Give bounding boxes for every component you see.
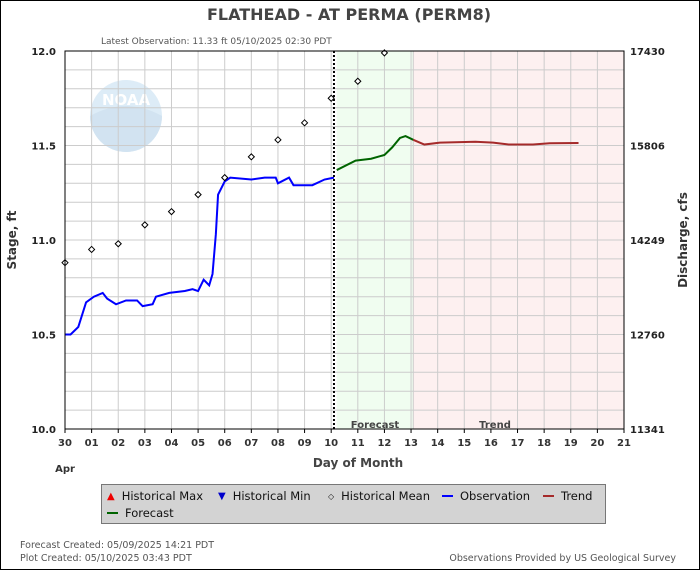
- legend-hist-min: ▼ Historical Min: [218, 489, 311, 503]
- line-swatch-icon: [442, 495, 453, 497]
- observation-line: [65, 176, 335, 336]
- y2-tick-label: 12760: [630, 331, 665, 342]
- legend-trend: Trend: [543, 489, 592, 503]
- y2-tick-label: 15806: [630, 142, 665, 153]
- line-swatch-icon: [543, 495, 554, 497]
- legend-label: Forecast: [125, 506, 174, 520]
- historical-mean-point: [247, 153, 256, 161]
- legend-label: Historical Mean: [341, 489, 431, 503]
- y2-tick-label: 14249: [630, 236, 665, 247]
- x-tick-label: 20: [590, 438, 604, 449]
- x-tick-label: 06: [218, 438, 232, 449]
- historical-mean-point: [300, 119, 309, 127]
- y-tick-label: 11.5: [31, 142, 56, 153]
- historical-mean-point: [354, 77, 362, 85]
- historical-mean-point: [194, 190, 202, 199]
- forecast-created: Forecast Created: 05/09/2025 14:21 PDT: [20, 540, 215, 551]
- legend-label: Historical Min: [232, 489, 311, 503]
- x-tick-label: 17: [511, 438, 525, 449]
- historical-mean-point: [114, 240, 122, 248]
- legend-label: Trend: [561, 489, 593, 503]
- y-tick-label: 10.5: [31, 331, 56, 342]
- x-tick-label: 10: [324, 438, 338, 449]
- legend: ▲ Historical Max ▼ Historical Min ◇ Histori…: [101, 484, 606, 524]
- x-axis-label: Day of Month: [313, 456, 403, 470]
- diamond-icon: ◇: [328, 491, 335, 501]
- y-tick-label: 10.0: [31, 425, 56, 436]
- x-tick-label: 09: [298, 438, 312, 449]
- x-tick-label: 05: [191, 438, 205, 449]
- x-tick-label: 04: [165, 438, 179, 449]
- x-tick-label: 13: [404, 438, 418, 449]
- x-tick-label: 02: [111, 438, 125, 449]
- x-tick-label: 21: [617, 438, 631, 449]
- triangle-up-icon: ▲: [107, 490, 115, 502]
- logo-text: NOAA: [102, 91, 151, 109]
- triangle-down-icon: ▼: [218, 490, 226, 502]
- historical-mean-point: [327, 94, 335, 102]
- line-swatch-icon: [107, 512, 118, 514]
- forecast-line: [336, 134, 414, 171]
- legend-forecast: Forecast: [107, 506, 174, 520]
- x-tick-label: 03: [138, 438, 152, 449]
- x-tick-label: 08: [271, 438, 285, 449]
- historical-mean-point: [141, 221, 149, 229]
- latest-observation: Latest Observation: 11.33 ft 05/10/2025 …: [101, 37, 332, 47]
- x-tick-label: 15: [457, 438, 471, 449]
- historical-mean-point: [87, 245, 96, 254]
- x-tick-label: 19: [564, 438, 578, 449]
- x-tick-label: 11: [351, 438, 365, 449]
- y-tick-label: 12.0: [31, 47, 56, 58]
- legend-label: Historical Max: [121, 489, 204, 503]
- y2-tick-label: 11341: [630, 425, 665, 436]
- y2-axis-label: Discharge, cfs: [676, 192, 690, 288]
- trend-region-label: Trend: [479, 420, 511, 431]
- plot-created: Plot Created: 05/10/2025 03:43 PDT: [20, 553, 192, 564]
- y-tick-label: 11.0: [31, 236, 56, 247]
- y-axis-label: Stage, ft: [5, 210, 19, 269]
- x-tick-label: 01: [85, 438, 99, 449]
- noaa-logo-watermark: NOAA: [90, 80, 162, 152]
- legend-hist-max: ▲ Historical Max: [107, 489, 203, 503]
- historical-mean-point: [274, 136, 282, 144]
- x-tick-label: 30: [58, 438, 72, 449]
- x-month-label: Apr: [55, 464, 75, 475]
- x-tick-label: 18: [537, 438, 551, 449]
- legend-label: Observation: [460, 489, 531, 503]
- historical-mean-point: [167, 207, 176, 216]
- plot-frame: [64, 50, 625, 430]
- x-tick-label: 14: [431, 438, 445, 449]
- x-tick-label: 12: [377, 438, 391, 449]
- trend-line: [412, 138, 579, 146]
- x-tick-label: 16: [484, 438, 498, 449]
- forecast-region-label: Forecast: [351, 420, 400, 431]
- x-tick-label: 07: [244, 438, 258, 449]
- chart-title: FLATHEAD - AT PERMA (PERM8): [207, 5, 491, 24]
- legend-observation: Observation: [442, 489, 530, 503]
- data-source: Observations Provided by US Geological S…: [449, 553, 676, 564]
- historical-mean-point: [221, 173, 229, 182]
- legend-hist-mean: ◇ Historical Mean: [328, 489, 430, 503]
- y2-tick-label: 17430: [630, 47, 665, 58]
